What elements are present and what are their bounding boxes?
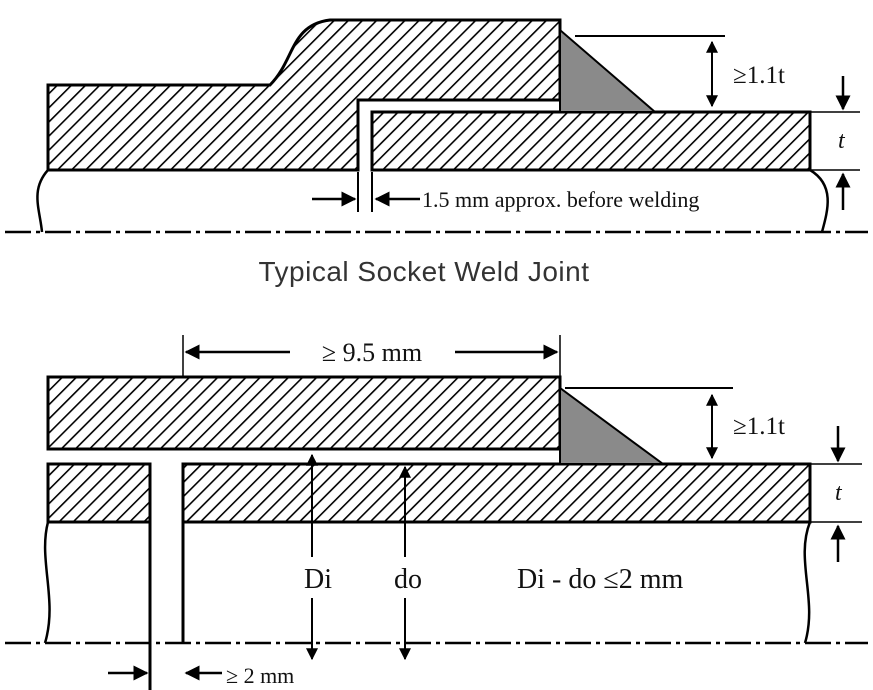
break-line-right [803, 521, 812, 644]
di-label: Di [304, 564, 332, 595]
weld-size-label: ≥1.1t [733, 62, 785, 89]
do-label: do [394, 564, 422, 595]
thickness-label: t [838, 128, 846, 154]
weld-size-label: ≥1.1t [733, 413, 785, 440]
gap-label: 1.5 mm approx. before welding [422, 187, 699, 212]
pipe-wall [370, 110, 812, 172]
break-line-right [809, 168, 829, 233]
figure-socket-dimensions: ≥ 9.5 mm ≥1.1t t Di do Di - do ≤2 mm ≥ 2… [5, 335, 868, 690]
figure-socket-weld-joint: ≥1.1t t 1.5 mm approx. before welding Ty… [5, 18, 868, 287]
pipe-wall-left [46, 462, 152, 524]
fillet-weld [559, 27, 658, 113]
thickness-label: t [835, 480, 843, 506]
clearance-label: Di - do ≤2 mm [517, 564, 683, 595]
gap-label: ≥ 2 mm [226, 663, 294, 688]
engagement-label: ≥ 9.5 mm [322, 338, 422, 367]
socket-wall [46, 375, 562, 451]
pipe-wall-right [181, 462, 812, 524]
fillet-weld [559, 386, 667, 465]
figure-caption: Typical Socket Weld Joint [258, 256, 589, 287]
break-line-left [36, 169, 49, 233]
socket-fitting [46, 18, 562, 172]
break-line-left [43, 521, 51, 644]
